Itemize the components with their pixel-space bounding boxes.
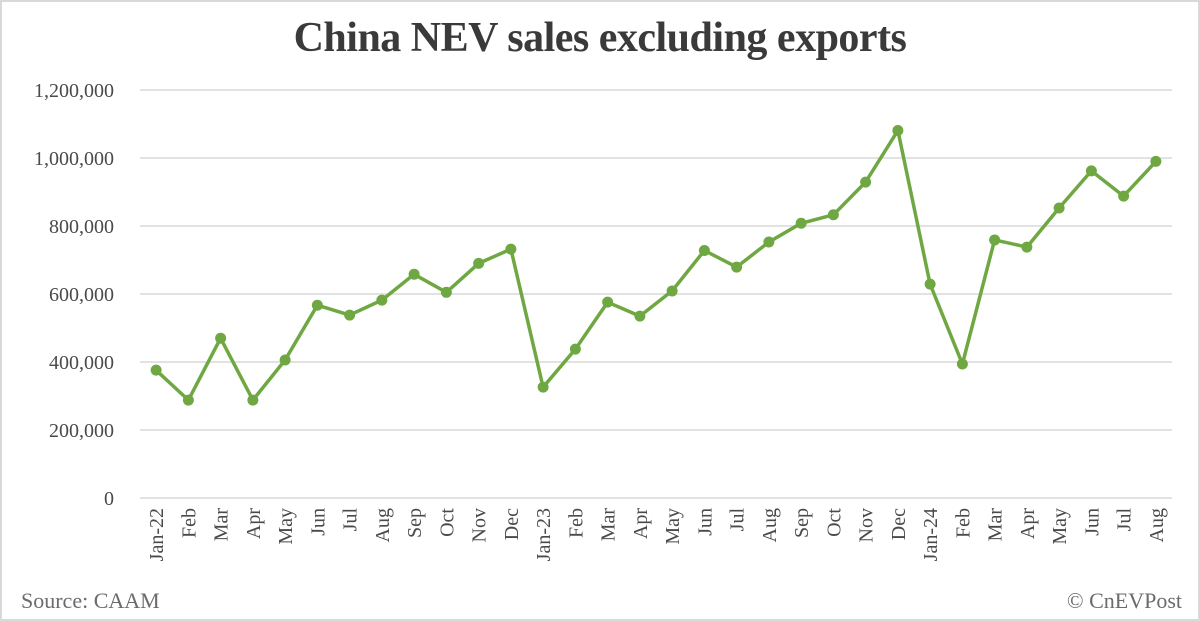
x-tick-label: Mar [211, 508, 233, 542]
x-tick-label: Dec [501, 508, 523, 540]
x-tick-label: Sep [791, 508, 813, 538]
data-point [1118, 190, 1130, 202]
data-point [440, 286, 452, 298]
y-tick-label: 1,200,000 [34, 80, 114, 102]
data-point [956, 358, 968, 370]
data-point [537, 381, 549, 393]
data-point [247, 394, 259, 406]
x-tick-label: Aug [759, 508, 781, 542]
x-tick-label: Feb [565, 508, 587, 538]
x-tick-label: Jul [340, 508, 362, 532]
data-point [344, 309, 356, 321]
data-point [827, 209, 839, 221]
x-tick-label: Oct [436, 508, 458, 537]
data-point [634, 310, 646, 322]
x-tick-label: Jul [1114, 508, 1136, 532]
x-tick-label: Sep [404, 508, 426, 538]
x-tick-label: Jun [307, 508, 329, 536]
x-tick-label: Feb [952, 508, 974, 538]
x-tick-label: Apr [243, 508, 265, 539]
credit-label: © CnEVPost [1066, 588, 1182, 613]
data-point [408, 268, 420, 280]
x-tick-label: Apr [1017, 508, 1039, 539]
x-tick-label: May [1049, 508, 1071, 545]
data-point [795, 217, 807, 229]
x-tick-label: Oct [823, 508, 845, 537]
x-tick-label: May [275, 508, 297, 545]
x-tick-label: Jan-23 [533, 508, 555, 561]
data-point [731, 261, 743, 273]
x-tick-label: Aug [1146, 508, 1168, 542]
data-point [376, 294, 388, 306]
data-point [989, 234, 1001, 246]
x-tick-label: Apr [630, 508, 652, 539]
y-tick-label: 400,000 [49, 352, 114, 374]
data-point [1053, 202, 1065, 214]
source-label: Source: CAAM [21, 588, 160, 613]
data-point [666, 285, 678, 297]
x-tick-label: Jul [727, 508, 749, 532]
y-tick-label: 0 [104, 488, 114, 510]
chart-title: China NEV sales excluding exports [293, 15, 907, 61]
data-point [473, 257, 485, 269]
data-point [279, 354, 291, 366]
data-point [215, 332, 227, 344]
data-point [924, 278, 936, 290]
y-tick-label: 1,000,000 [34, 148, 114, 170]
y-axis-tick-labels: 0 200,000 400,000 600,000 800,000 1,000,000 1,… [34, 80, 114, 510]
data-point [569, 343, 581, 355]
series-line [154, 128, 1158, 402]
x-tick-label: May [662, 508, 684, 545]
x-tick-label: Jan-24 [920, 508, 942, 561]
data-point [892, 124, 904, 136]
data-point [311, 299, 323, 311]
data-point [1085, 165, 1097, 177]
data-point [860, 176, 872, 188]
data-point [602, 296, 614, 308]
data-point [1150, 155, 1162, 167]
gridlines [140, 89, 1172, 499]
x-tick-label: Nov [856, 508, 878, 542]
x-tick-label: Feb [178, 508, 200, 538]
x-tick-label: Jan-22 [146, 508, 168, 561]
data-point [505, 243, 517, 255]
x-tick-label: Mar [985, 508, 1007, 542]
x-tick-label: Nov [469, 508, 491, 542]
x-tick-label: Aug [372, 508, 394, 542]
data-point [150, 364, 162, 376]
x-tick-label: Mar [598, 508, 620, 542]
data-point-markers [150, 124, 1162, 406]
y-tick-label: 200,000 [49, 420, 114, 442]
y-tick-label: 600,000 [49, 284, 114, 306]
x-axis-tick-labels: Jan-22 Feb Mar Apr May Jun Jul Aug Sep Oct Nov Dec J… [146, 508, 1168, 562]
y-tick-label: 800,000 [49, 216, 114, 238]
data-point [698, 244, 710, 256]
data-point [182, 394, 194, 406]
x-tick-label: Dec [888, 508, 910, 540]
data-point [763, 236, 775, 248]
x-tick-label: Jun [1081, 508, 1103, 536]
data-point [1021, 241, 1033, 253]
x-tick-label: Jun [694, 508, 716, 536]
